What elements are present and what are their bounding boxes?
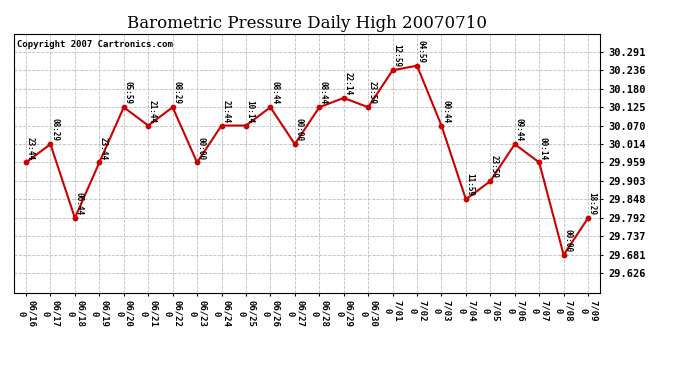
Point <box>387 68 398 74</box>
Point <box>94 159 105 165</box>
Text: Copyright 2007 Cartronics.com: Copyright 2007 Cartronics.com <box>17 40 172 49</box>
Point <box>485 178 496 184</box>
Point <box>70 215 81 221</box>
Point <box>460 196 471 202</box>
Point <box>363 104 374 110</box>
Text: 18:29: 18:29 <box>588 192 597 215</box>
Point <box>45 141 56 147</box>
Text: 08:29: 08:29 <box>172 81 181 105</box>
Text: 00:44: 00:44 <box>441 100 450 123</box>
Title: Barometric Pressure Daily High 20070710: Barometric Pressure Daily High 20070710 <box>127 15 487 32</box>
Point <box>338 95 349 101</box>
Text: 08:44: 08:44 <box>319 81 328 105</box>
Point <box>558 252 569 258</box>
Text: 00:00: 00:00 <box>197 136 206 160</box>
Point <box>240 123 251 129</box>
Point <box>289 141 300 147</box>
Text: 04:59: 04:59 <box>417 40 426 63</box>
Text: 22:14: 22:14 <box>344 72 353 95</box>
Text: 06:44: 06:44 <box>75 192 83 215</box>
Text: 08:29: 08:29 <box>50 118 59 141</box>
Point <box>436 123 447 129</box>
Text: 08:44: 08:44 <box>270 81 279 105</box>
Text: 09:44: 09:44 <box>515 118 524 141</box>
Text: 10:14: 10:14 <box>246 100 255 123</box>
Text: 23:44: 23:44 <box>26 136 34 160</box>
Point <box>216 123 227 129</box>
Text: 12:59: 12:59 <box>392 44 402 68</box>
Text: 23:44: 23:44 <box>99 136 108 160</box>
Point <box>167 104 178 110</box>
Point <box>21 159 32 165</box>
Point <box>118 104 129 110</box>
Text: 23:59: 23:59 <box>368 81 377 105</box>
Text: 00:00: 00:00 <box>295 118 304 141</box>
Point <box>411 63 422 69</box>
Text: 21:44: 21:44 <box>221 100 230 123</box>
Point <box>509 141 520 147</box>
Point <box>192 159 203 165</box>
Text: 11:59: 11:59 <box>466 174 475 196</box>
Point <box>143 123 154 129</box>
Text: 21:44: 21:44 <box>148 100 157 123</box>
Point <box>533 159 544 165</box>
Point <box>582 215 593 221</box>
Text: 23:59: 23:59 <box>490 155 499 178</box>
Point <box>265 104 276 110</box>
Text: 05:59: 05:59 <box>124 81 132 105</box>
Point <box>314 104 325 110</box>
Text: 00:00: 00:00 <box>563 229 572 252</box>
Text: 00:14: 00:14 <box>539 136 548 160</box>
